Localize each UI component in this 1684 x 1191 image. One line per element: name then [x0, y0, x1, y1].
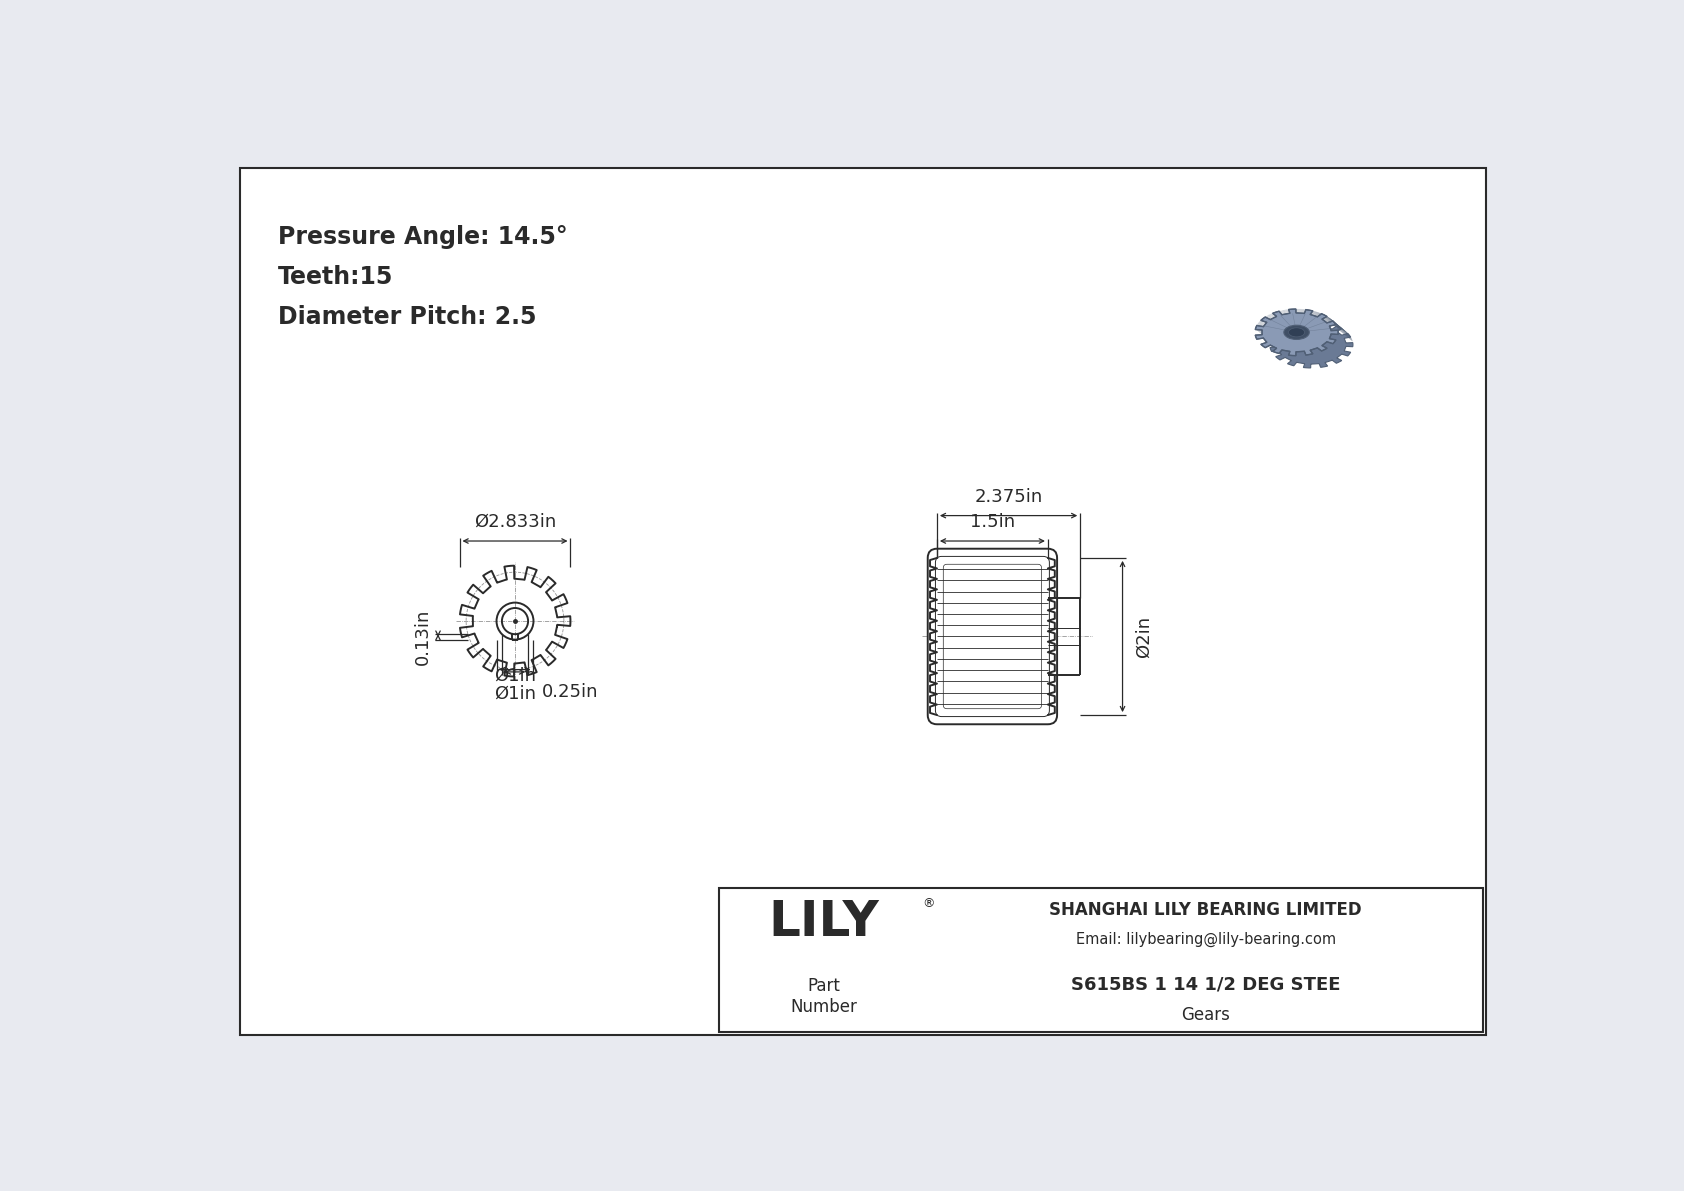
FancyBboxPatch shape — [928, 549, 1058, 724]
Text: Part
Number: Part Number — [790, 978, 857, 1016]
Text: 1.5in: 1.5in — [970, 513, 1015, 531]
Text: Pressure Angle: 14.5°: Pressure Angle: 14.5° — [278, 225, 568, 249]
Text: 0.13in: 0.13in — [414, 609, 431, 665]
Text: LILY: LILY — [768, 898, 879, 946]
Text: SHANGHAI LILY BEARING LIMITED: SHANGHAI LILY BEARING LIMITED — [1049, 900, 1362, 919]
Text: Ø1in: Ø1in — [493, 685, 536, 703]
Ellipse shape — [1288, 328, 1305, 337]
Text: 2.375in: 2.375in — [975, 487, 1042, 506]
Polygon shape — [1270, 322, 1352, 368]
Text: S615BS 1 14 1/2 DEG STEE: S615BS 1 14 1/2 DEG STEE — [1071, 975, 1340, 993]
Text: Ø2.833in: Ø2.833in — [473, 513, 556, 531]
Text: Ø2in: Ø2in — [1135, 616, 1154, 657]
Text: Gears: Gears — [1180, 1006, 1229, 1024]
Text: 0.25in: 0.25in — [542, 682, 598, 700]
Text: ®: ® — [923, 897, 935, 910]
Ellipse shape — [1283, 325, 1308, 339]
Bar — [719, 887, 1484, 1033]
Text: Ø1in: Ø1in — [493, 667, 536, 685]
Polygon shape — [1255, 308, 1339, 356]
Text: Teeth:15: Teeth:15 — [278, 264, 394, 288]
Text: Email: lilybearing@lily-bearing.com: Email: lilybearing@lily-bearing.com — [1076, 931, 1335, 947]
Text: Diameter Pitch: 2.5: Diameter Pitch: 2.5 — [278, 305, 536, 329]
